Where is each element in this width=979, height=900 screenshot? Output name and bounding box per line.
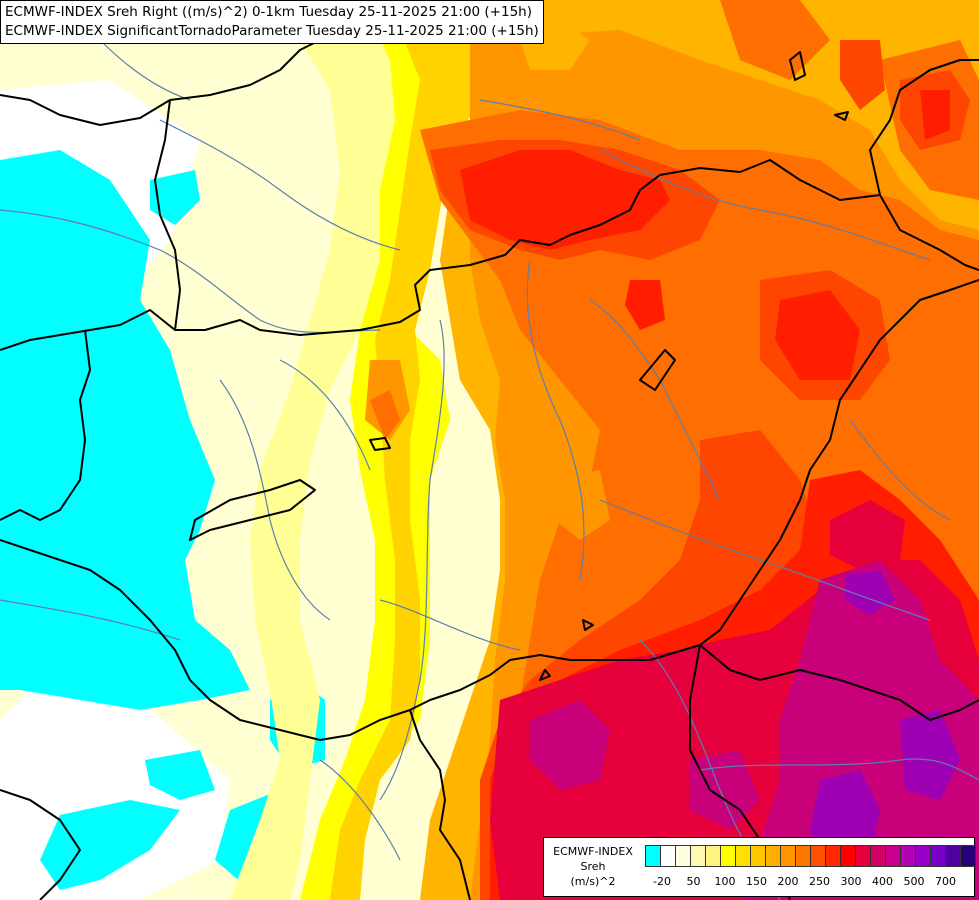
- legend-swatch: [705, 845, 721, 867]
- legend-swatch: [915, 845, 931, 867]
- legend-tick-label: 150: [746, 875, 767, 888]
- legend-caption: ECMWF-INDEX Sreh (m/s)^2: [544, 844, 642, 889]
- legend-tick-label: -20: [653, 875, 671, 888]
- legend-colorbar: [645, 845, 976, 867]
- legend-tick-label: 250: [809, 875, 830, 888]
- legend-swatch: [750, 845, 766, 867]
- legend-swatch: [945, 845, 961, 867]
- legend-variable: Sreh: [580, 860, 606, 873]
- legend-source: ECMWF-INDEX: [553, 845, 633, 858]
- legend-tick-label: 300: [840, 875, 862, 888]
- map-title: ECMWF-INDEX Sreh Right ((m/s)^2) 0-1km T…: [0, 0, 544, 44]
- legend-swatch: [735, 845, 751, 867]
- legend-swatch: [780, 845, 796, 867]
- legend-unit: (m/s)^2: [570, 875, 616, 888]
- legend-swatch: [900, 845, 916, 867]
- legend-swatch: [795, 845, 811, 867]
- color-legend: ECMWF-INDEX Sreh (m/s)^2 -20 50 100 150 200 2…: [543, 837, 976, 897]
- legend-swatch: [840, 845, 856, 867]
- legend-swatch: [765, 845, 781, 867]
- legend-swatch: [885, 845, 901, 867]
- legend-tick-labels: -20 50 100 150 200 250 300 400 500 700: [645, 875, 971, 891]
- legend-tick-label: 500: [903, 875, 925, 888]
- legend-swatch: [855, 845, 871, 867]
- title-line-1: ECMWF-INDEX Sreh Right ((m/s)^2) 0-1km T…: [5, 4, 532, 20]
- legend-swatch: [645, 845, 661, 867]
- legend-swatch: [720, 845, 736, 867]
- legend-swatch: [930, 845, 946, 867]
- legend-swatch: [660, 845, 676, 867]
- legend-swatch: [675, 845, 691, 867]
- legend-tick-label: 400: [872, 875, 893, 888]
- legend-swatch: [825, 845, 841, 867]
- legend-tick-label: 700: [935, 875, 956, 888]
- legend-swatch: [690, 845, 706, 867]
- legend-tick-label: 50: [686, 875, 701, 888]
- legend-tick-label: 100: [714, 875, 736, 888]
- title-line-2: ECMWF-INDEX SignificantTornadoParameter …: [5, 23, 539, 39]
- legend-swatch: [810, 845, 826, 867]
- legend-swatch: [870, 845, 886, 867]
- legend-tick-label: 200: [777, 875, 799, 888]
- legend-swatch: [960, 845, 976, 867]
